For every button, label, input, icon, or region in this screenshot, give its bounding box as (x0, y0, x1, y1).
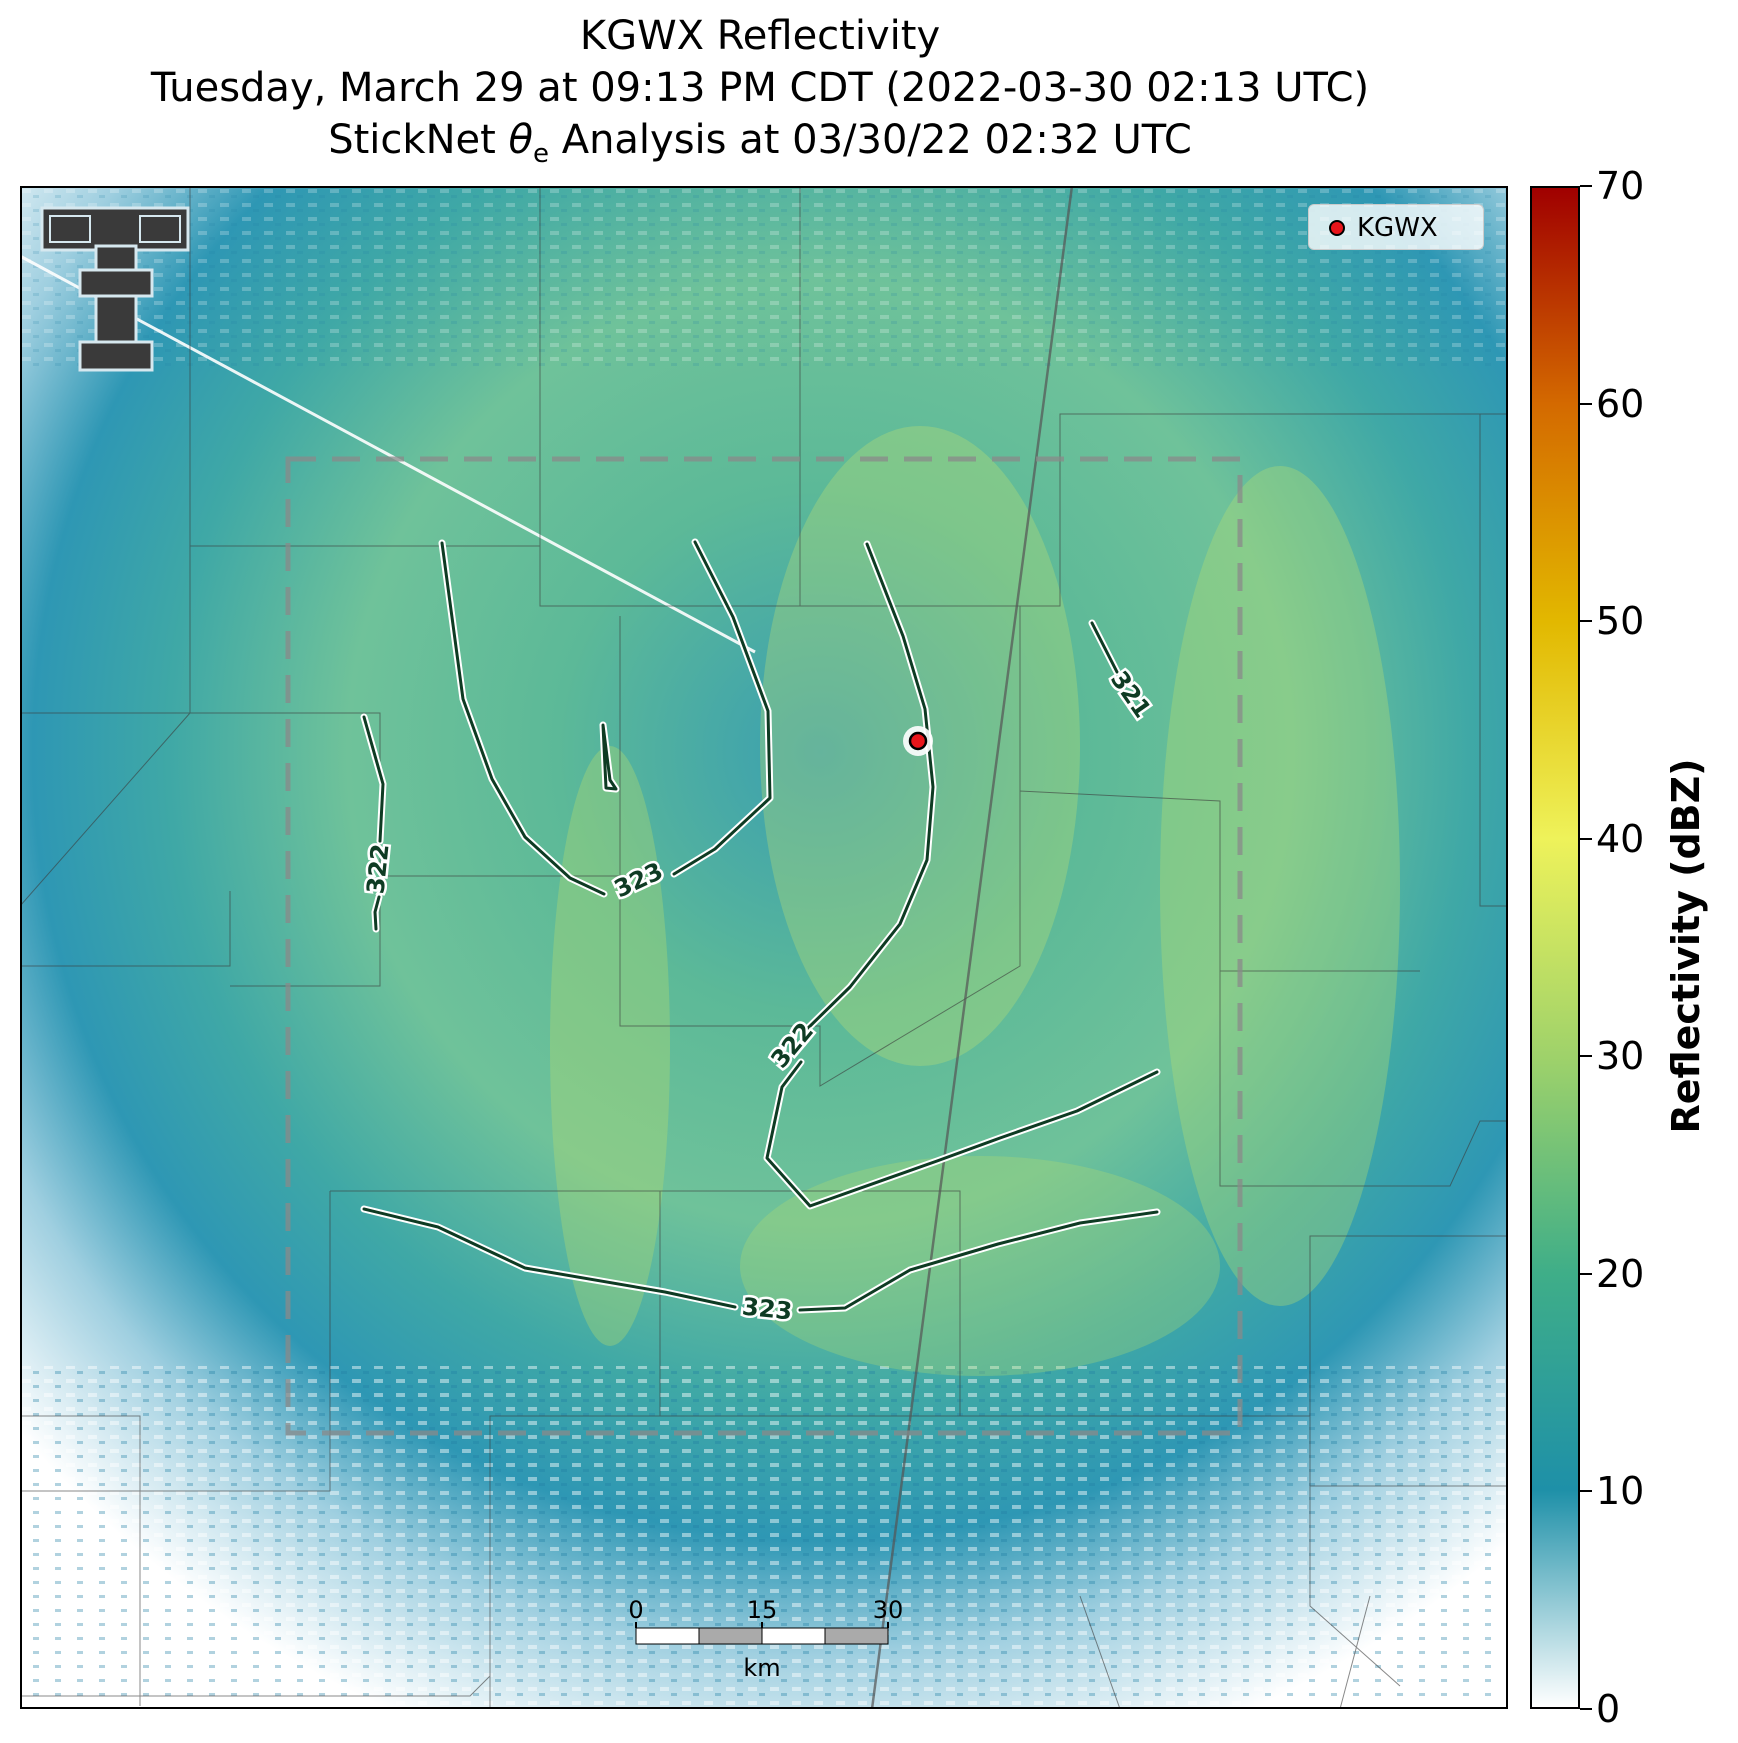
map-legend: KGWX (1308, 204, 1484, 250)
colorbar-tick-mark (1580, 620, 1592, 623)
texas-tech-double-t-logo (40, 206, 190, 372)
county-boundaries (20, 186, 1508, 1709)
colorbar-tick-mark (1580, 402, 1592, 405)
theta-e-contours (360, 538, 1161, 1314)
theta-symbol: θ (508, 117, 533, 163)
colorbar-tick-label: 0 (1596, 1687, 1621, 1731)
radar-speckle (20, 1366, 1508, 1709)
scalebar-tick-0: 0 (628, 1596, 643, 1624)
scale-bar: 0 15 30 km (628, 1596, 903, 1682)
colorbar-tick-label: 50 (1596, 599, 1645, 644)
analysis-domain-box (285, 456, 1243, 1436)
contour-label-322-west: 322 (361, 843, 394, 896)
reflectivity-band-south (740, 1156, 1220, 1376)
colorbar-tick-label: 40 (1596, 816, 1645, 861)
scalebar-tick-15: 15 (747, 1596, 778, 1624)
kgwx-legend-marker (1329, 220, 1345, 236)
map-frame (20, 186, 1508, 1709)
kgwx-legend-label: KGWX (1357, 213, 1438, 243)
reflectivity-band-west (550, 746, 670, 1346)
interstate-highway (870, 186, 1074, 1709)
theta-subscript: e (532, 139, 549, 169)
scalebar-unit: km (743, 1654, 780, 1682)
colorbar-tick-mark (1580, 185, 1592, 187)
radar-speckle-top (20, 186, 1508, 366)
colorbar-tick-label: 30 (1596, 1034, 1645, 1079)
colorbar-label: Reflectivity (dBZ) (1664, 758, 1708, 1134)
chart-title: KGWX Reflectivity (579, 13, 941, 59)
colorbar-tick-mark (1580, 837, 1592, 840)
colorbar-tick-label: 60 (1596, 381, 1645, 426)
reflectivity-colorbar (1530, 186, 1580, 1709)
chart-subtitle-time: Tuesday, March 29 at 09:13 PM CDT (2022-… (150, 65, 1370, 111)
analysis-suffix: Analysis at 03/30/22 02:32 UTC (548, 117, 1192, 163)
colorbar-tick-label: 20 (1596, 1251, 1645, 1296)
colorbar-tick-mark (1580, 1055, 1592, 1058)
reflectivity-band-east (1160, 466, 1400, 1306)
colorbar-tick-label: 70 (1596, 164, 1645, 208)
colorbar-tick-mark (1580, 1708, 1592, 1710)
kgwx-radar-site-marker[interactable] (908, 731, 928, 751)
colorbar-tick-label: 10 (1596, 1469, 1645, 1514)
analysis-prefix: StickNet (328, 117, 509, 163)
radar-map[interactable]: 322 323 322 321 323 0 15 (20, 186, 1508, 1709)
radial-artifact (20, 254, 756, 654)
scalebar-tick-30: 30 (873, 1596, 904, 1624)
colorbar-tick-mark (1580, 1272, 1592, 1275)
colorbar-tick-mark (1580, 1490, 1592, 1493)
contour-label-323-south: 323 (741, 1292, 794, 1325)
chart-subtitle-analysis: StickNet θe Analysis at 03/30/22 02:32 U… (0, 116, 1520, 178)
